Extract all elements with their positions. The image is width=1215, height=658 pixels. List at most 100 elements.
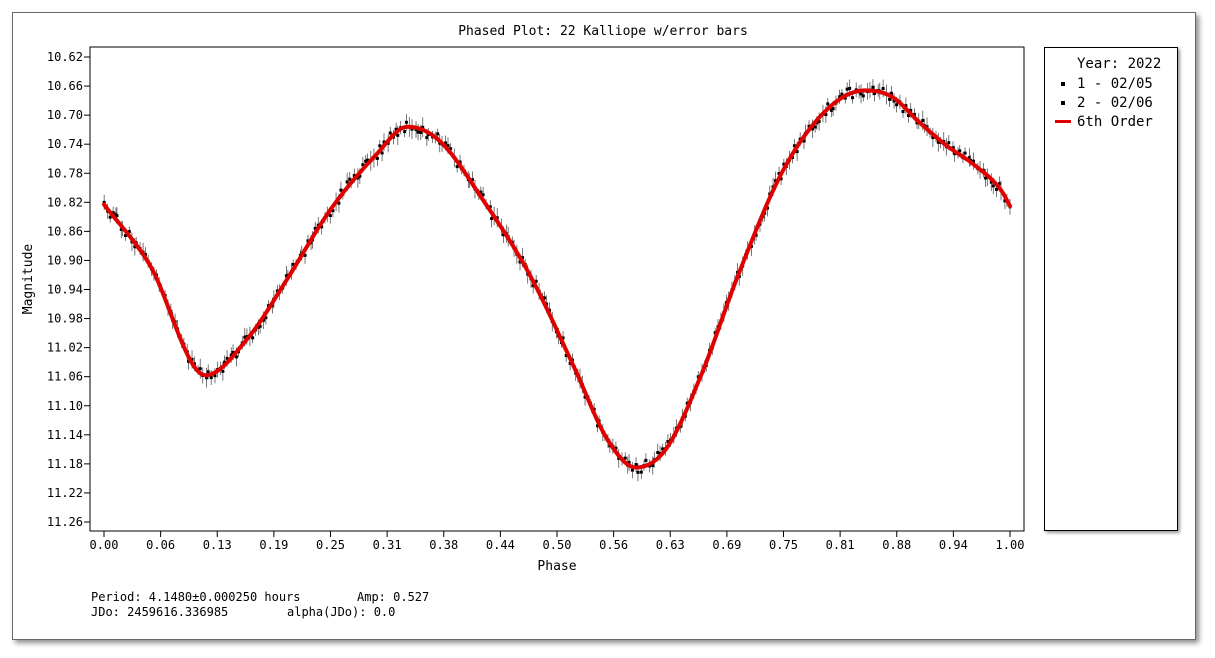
data-point xyxy=(416,130,420,134)
y-tick-label: 10.66 xyxy=(47,79,83,93)
data-point xyxy=(419,130,423,134)
period-text: Period: 4.1480±0.000250 hours xyxy=(91,590,301,604)
data-point xyxy=(909,108,913,112)
data-point xyxy=(102,200,106,204)
data-point xyxy=(328,214,332,218)
data-point xyxy=(481,193,485,197)
data-point xyxy=(792,144,796,148)
data-point xyxy=(225,356,229,360)
data-point xyxy=(564,353,568,357)
data-point xyxy=(501,233,505,237)
data-point xyxy=(904,104,908,108)
data-point xyxy=(313,226,317,230)
data-point xyxy=(306,239,310,243)
data-point xyxy=(358,174,362,178)
data-point xyxy=(243,335,247,339)
data-point xyxy=(223,360,227,364)
amp-text: Amp: 0.527 xyxy=(357,590,430,604)
data-point xyxy=(380,151,384,155)
data-point xyxy=(1003,199,1007,203)
plot-area xyxy=(89,46,1025,532)
data-point xyxy=(264,316,268,320)
x-tick-label: 0.06 xyxy=(146,538,175,552)
data-point xyxy=(291,262,295,266)
legend-item-series-2: 2 - 02/06 xyxy=(1055,95,1153,111)
data-point xyxy=(872,91,876,95)
data-point xyxy=(845,87,849,91)
data-point xyxy=(936,140,940,144)
data-point xyxy=(998,182,1002,186)
x-tick-label: 0.63 xyxy=(656,538,685,552)
data-point xyxy=(258,324,262,328)
data-point xyxy=(984,176,988,180)
data-point xyxy=(782,162,786,166)
data-point xyxy=(356,176,360,180)
y-tick-label: 10.94 xyxy=(47,283,83,297)
data-point xyxy=(881,87,885,91)
y-tick-label: 10.74 xyxy=(47,137,83,151)
legend-item-series-1: 1 - 02/05 xyxy=(1055,76,1153,92)
data-point xyxy=(231,350,235,354)
plot-window xyxy=(12,12,1196,640)
data-point xyxy=(951,146,955,150)
data-point xyxy=(470,178,474,182)
x-tick-label: 0.25 xyxy=(316,538,345,552)
data-point xyxy=(262,318,266,322)
data-point xyxy=(630,468,634,472)
data-point xyxy=(843,96,847,100)
x-tick-label: 0.19 xyxy=(259,538,288,552)
legend-item-fit: 6th Order xyxy=(1055,114,1153,130)
data-point xyxy=(534,279,538,283)
jdo-text: JDo: 2459616.336985 xyxy=(91,605,229,619)
data-point xyxy=(449,147,453,151)
data-point xyxy=(636,470,640,474)
x-tick-label: 0.00 xyxy=(90,538,119,552)
y-tick-label: 10.78 xyxy=(47,166,83,180)
y-tick-label: 11.10 xyxy=(47,399,83,413)
data-point xyxy=(991,184,995,188)
data-point xyxy=(187,359,191,363)
y-tick-label: 11.14 xyxy=(47,428,83,442)
data-point xyxy=(337,201,341,205)
y-tick-label: 11.26 xyxy=(47,515,83,529)
data-point xyxy=(396,133,400,137)
data-point xyxy=(651,464,655,468)
square-marker-icon xyxy=(1055,95,1075,111)
data-point xyxy=(656,451,660,455)
data-point xyxy=(455,165,459,169)
data-point xyxy=(888,97,892,101)
data-point xyxy=(958,149,962,153)
data-point xyxy=(906,114,910,118)
data-point xyxy=(521,256,525,260)
data-point xyxy=(108,215,112,219)
y-axis-label: Magnitude xyxy=(21,244,36,315)
data-point xyxy=(765,206,769,210)
data-point xyxy=(205,376,209,380)
data-points xyxy=(102,79,1012,482)
y-tick-label: 10.62 xyxy=(47,50,83,64)
data-point xyxy=(458,160,462,164)
square-marker-icon xyxy=(1055,76,1075,92)
data-point xyxy=(348,177,352,181)
y-tick-label: 11.02 xyxy=(47,341,83,355)
data-point xyxy=(807,124,811,128)
data-point xyxy=(345,180,349,184)
data-point xyxy=(361,163,365,167)
data-point xyxy=(840,92,844,96)
chart-title: Phased Plot: 22 Kalliope w/error bars xyxy=(458,24,748,39)
data-point xyxy=(627,460,631,464)
data-point xyxy=(375,156,379,160)
x-tick-label: 0.13 xyxy=(203,538,232,552)
data-point xyxy=(394,127,398,131)
x-tick-label: 0.75 xyxy=(769,538,798,552)
data-point xyxy=(531,284,535,288)
legend-label: 6th Order xyxy=(1077,114,1153,130)
x-tick-label: 0.56 xyxy=(599,538,628,552)
data-point xyxy=(963,151,967,155)
data-point xyxy=(811,127,815,131)
x-tick-label: 0.81 xyxy=(826,538,855,552)
x-tick-label: 0.44 xyxy=(486,538,515,552)
data-point xyxy=(365,158,369,162)
data-point xyxy=(133,245,137,249)
